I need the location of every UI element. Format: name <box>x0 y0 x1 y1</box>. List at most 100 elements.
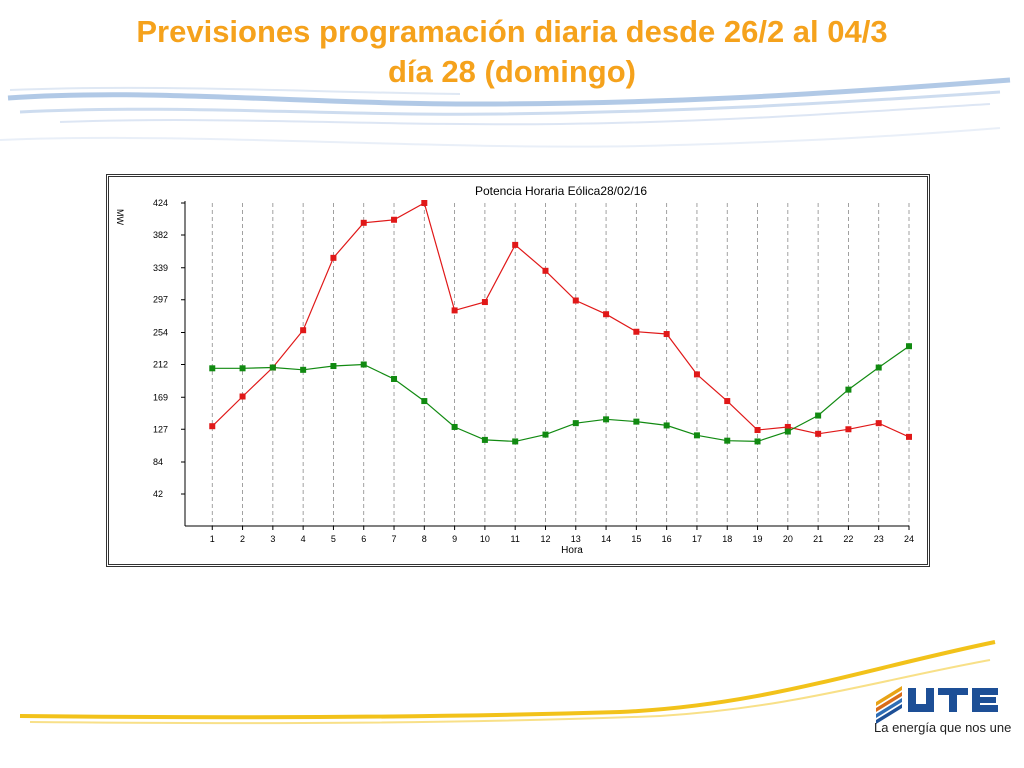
data-point-series-2 <box>542 431 549 438</box>
data-point-series-1 <box>663 331 670 338</box>
y-tick-label: 424 <box>153 198 168 208</box>
data-point-series-1 <box>754 427 761 434</box>
data-point-series-1 <box>693 371 700 378</box>
data-point-series-1 <box>906 433 912 440</box>
x-tick-label: 4 <box>301 534 306 544</box>
data-point-series-2 <box>391 375 398 382</box>
y-axis-label: MW <box>115 209 125 225</box>
data-point-series-2 <box>633 418 640 425</box>
data-point-series-1 <box>451 307 458 314</box>
y-tick-label: 127 <box>153 424 168 434</box>
chart-points <box>209 200 912 445</box>
data-point-series-1 <box>815 430 822 437</box>
x-tick-label: 9 <box>452 534 457 544</box>
data-point-series-2 <box>663 422 670 429</box>
x-tick-label: 8 <box>422 534 427 544</box>
data-point-series-1 <box>724 398 731 405</box>
x-tick-label: 5 <box>331 534 336 544</box>
x-tick-label: 21 <box>813 534 823 544</box>
data-point-series-1 <box>360 219 367 226</box>
y-tick-label: 169 <box>153 392 168 402</box>
data-point-series-1 <box>633 328 640 335</box>
data-point-series-2 <box>572 420 579 427</box>
data-point-series-1 <box>542 267 549 274</box>
series-line-1 <box>211 202 910 438</box>
data-point-series-2 <box>693 432 700 439</box>
data-point-series-1 <box>875 420 882 427</box>
logo-wordmark <box>908 688 998 712</box>
x-tick-label: 13 <box>571 534 581 544</box>
x-tick-label: 22 <box>843 534 853 544</box>
y-tick-label: 42 <box>153 489 163 499</box>
chart-lines <box>211 202 910 443</box>
x-tick-label: 6 <box>361 534 366 544</box>
data-point-series-2 <box>845 386 852 393</box>
chart-grid <box>211 203 910 526</box>
x-tick-label: 3 <box>270 534 275 544</box>
data-point-series-2 <box>512 438 519 445</box>
data-point-series-1 <box>391 216 398 223</box>
y-tick-label: 339 <box>153 263 168 273</box>
data-point-series-2 <box>451 423 458 430</box>
x-tick-label: 19 <box>753 534 763 544</box>
data-point-series-2 <box>421 398 428 405</box>
y-tick-label: 254 <box>153 328 168 338</box>
x-axis-label: Hora <box>561 545 583 556</box>
x-tick-label: 15 <box>631 534 641 544</box>
data-point-series-2 <box>360 361 367 368</box>
logo-stripes-icon <box>876 686 902 724</box>
slide-title-line2: día 28 (domingo) <box>388 54 636 89</box>
data-point-series-2 <box>906 343 912 350</box>
y-tick-label: 382 <box>153 230 168 240</box>
data-point-series-2 <box>481 436 488 443</box>
x-tick-label: 14 <box>601 534 611 544</box>
data-point-series-1 <box>421 200 428 206</box>
data-point-series-2 <box>330 363 337 370</box>
x-tick-label: 1 <box>210 534 215 544</box>
x-tick-label: 24 <box>904 534 914 544</box>
brand-tagline: La energía que nos une <box>874 720 1012 735</box>
data-point-series-2 <box>603 416 610 423</box>
ute-logo <box>876 686 998 724</box>
x-tick-label: 12 <box>540 534 550 544</box>
data-point-series-1 <box>300 327 307 334</box>
x-tick-label: 20 <box>783 534 793 544</box>
x-tick-label: 18 <box>722 534 732 544</box>
data-point-series-2 <box>239 365 246 372</box>
data-point-series-1 <box>603 311 610 318</box>
data-point-series-1 <box>572 297 579 304</box>
data-point-series-1 <box>239 393 246 400</box>
slide-title: Previsiones programación diaria desde 26… <box>0 12 1024 92</box>
y-tick-label: 297 <box>153 295 168 305</box>
y-tick-label: 84 <box>153 457 163 467</box>
y-tick-label: 212 <box>153 360 168 370</box>
x-tick-label: 23 <box>874 534 884 544</box>
x-tick-label: 2 <box>240 534 245 544</box>
data-point-series-2 <box>209 365 216 372</box>
data-point-series-1 <box>209 423 216 430</box>
series-line-2 <box>212 345 910 443</box>
data-point-series-1 <box>784 423 791 430</box>
x-tick-label: 10 <box>480 534 490 544</box>
data-point-series-1 <box>330 254 337 261</box>
chart-frame: 42 84 127 169 212 254 297 339 382 424 1 2 3 4 5 6 7 8 9 10 1… <box>106 174 930 567</box>
data-point-series-2 <box>875 364 882 371</box>
x-tick-label: 7 <box>392 534 397 544</box>
data-point-series-1 <box>512 241 519 248</box>
data-point-series-2 <box>269 364 276 371</box>
chart-title: Potencia Horaria Eólica28/02/16 <box>475 184 647 198</box>
x-tick-label: 17 <box>692 534 702 544</box>
data-point-series-1 <box>481 299 488 306</box>
data-point-series-2 <box>724 437 731 444</box>
x-tick-label: 11 <box>511 534 520 544</box>
data-point-series-2 <box>815 412 822 419</box>
data-point-series-2 <box>754 438 761 445</box>
data-point-series-1 <box>845 426 852 433</box>
x-tick-label: 16 <box>662 534 672 544</box>
data-point-series-2 <box>300 366 307 373</box>
data-point-series-2 <box>784 428 791 435</box>
chart-axes <box>181 201 910 530</box>
slide-title-line1: Previsiones programación diaria desde 26… <box>136 14 888 49</box>
